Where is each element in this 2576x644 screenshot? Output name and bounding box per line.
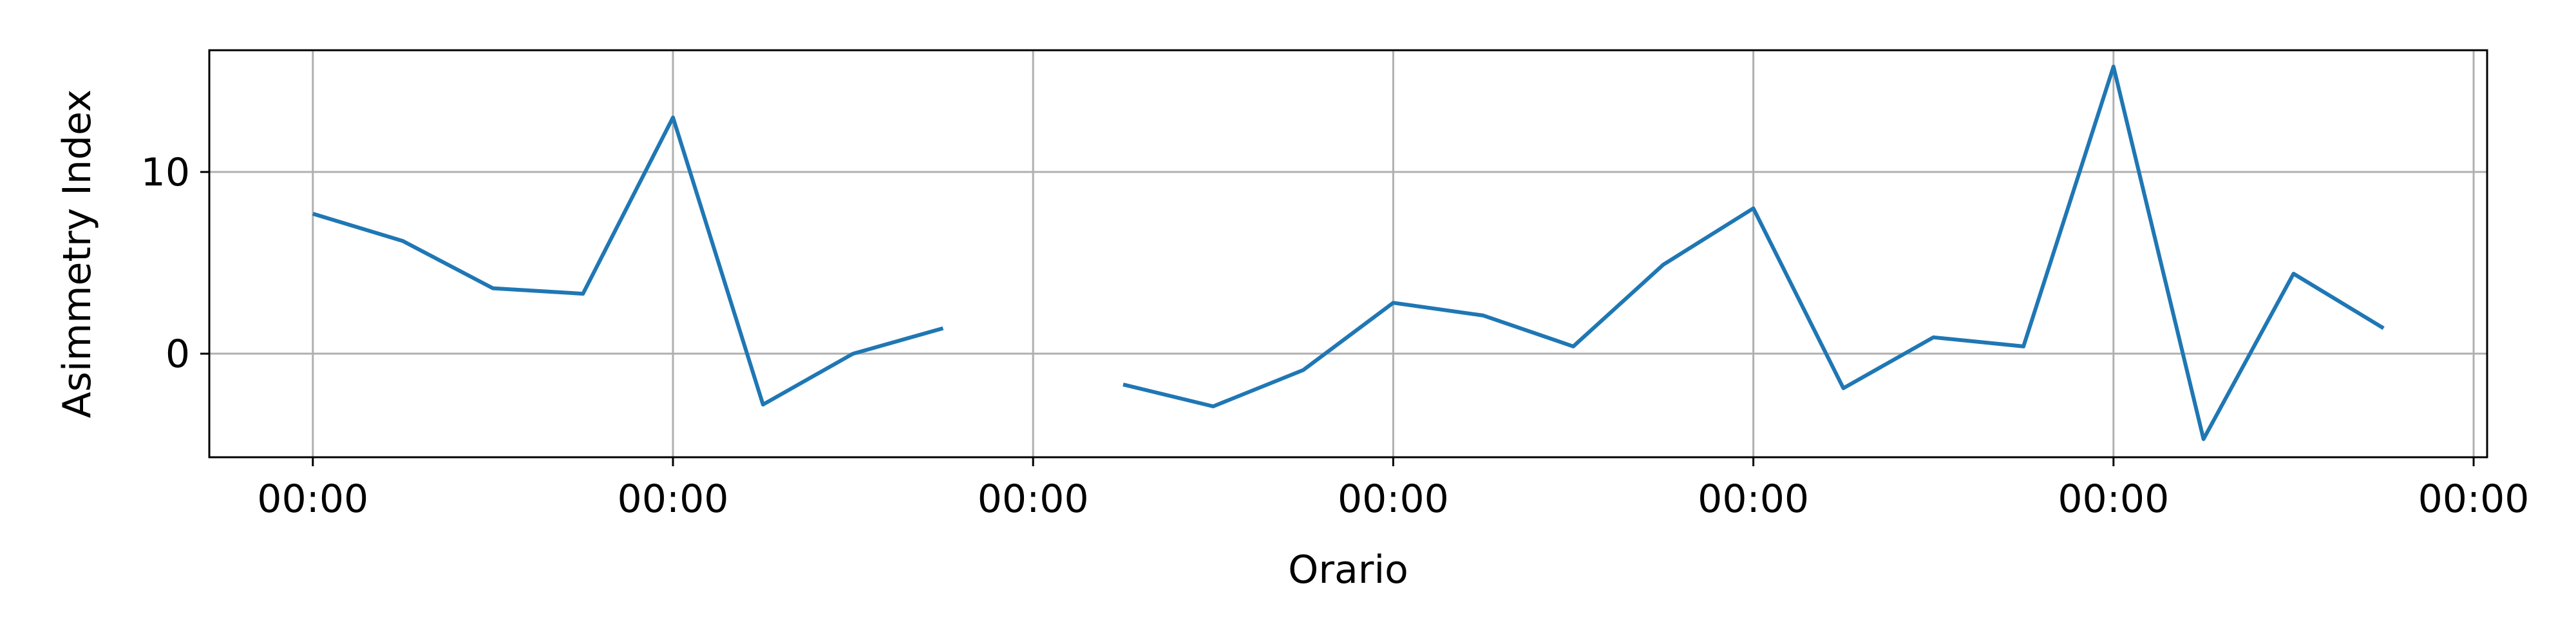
series-line xyxy=(312,115,944,407)
axis-ticks: 00:00 00:00 00:00 00:00 00:00 00:00 00:00 0 10 xyxy=(141,150,2530,522)
plot-frame xyxy=(208,49,2488,459)
series-line xyxy=(1122,64,2385,441)
x-tick-label: 00:00 xyxy=(1338,477,1449,522)
x-tick-label: 00:00 xyxy=(2418,477,2530,522)
y-tick-label: 10 xyxy=(141,150,190,195)
y-axis-title: Asimmetry Index xyxy=(55,90,100,419)
y-tick-label: 0 xyxy=(166,332,190,377)
x-tick-label: 00:00 xyxy=(1698,477,1809,522)
series-layer xyxy=(312,64,2385,441)
grid-lines xyxy=(209,50,2487,457)
x-tick-label: 00:00 xyxy=(978,477,1089,522)
x-tick-label: 00:00 xyxy=(618,477,729,522)
x-axis-title: Orario xyxy=(1288,547,1408,592)
x-tick-label: 00:00 xyxy=(2058,477,2169,522)
x-tick-label: 00:00 xyxy=(257,477,368,522)
